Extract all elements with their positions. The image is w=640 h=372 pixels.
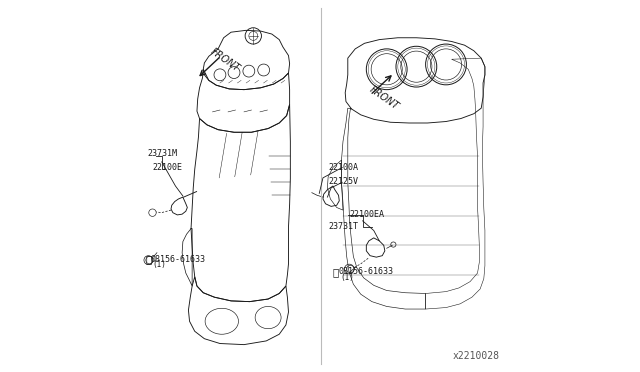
Text: 23731M: 23731M [148, 149, 178, 158]
Text: x2210028: x2210028 [452, 352, 500, 362]
Text: 08156-61633: 08156-61633 [150, 254, 205, 263]
Text: 23731T: 23731T [328, 222, 358, 231]
Text: 22125V: 22125V [328, 177, 358, 186]
Text: FRONT: FRONT [367, 84, 401, 112]
Text: (1): (1) [152, 260, 166, 269]
Text: 08156-61633: 08156-61633 [338, 267, 393, 276]
Text: FRONT: FRONT [209, 46, 242, 74]
Text: 22100A: 22100A [328, 163, 358, 172]
Text: (1): (1) [340, 273, 354, 282]
Text: 22100E: 22100E [152, 163, 182, 172]
Text: 22100EA: 22100EA [349, 211, 385, 219]
Text: Ⓑ: Ⓑ [333, 267, 339, 278]
Text: Ⓑ: Ⓑ [145, 254, 151, 264]
